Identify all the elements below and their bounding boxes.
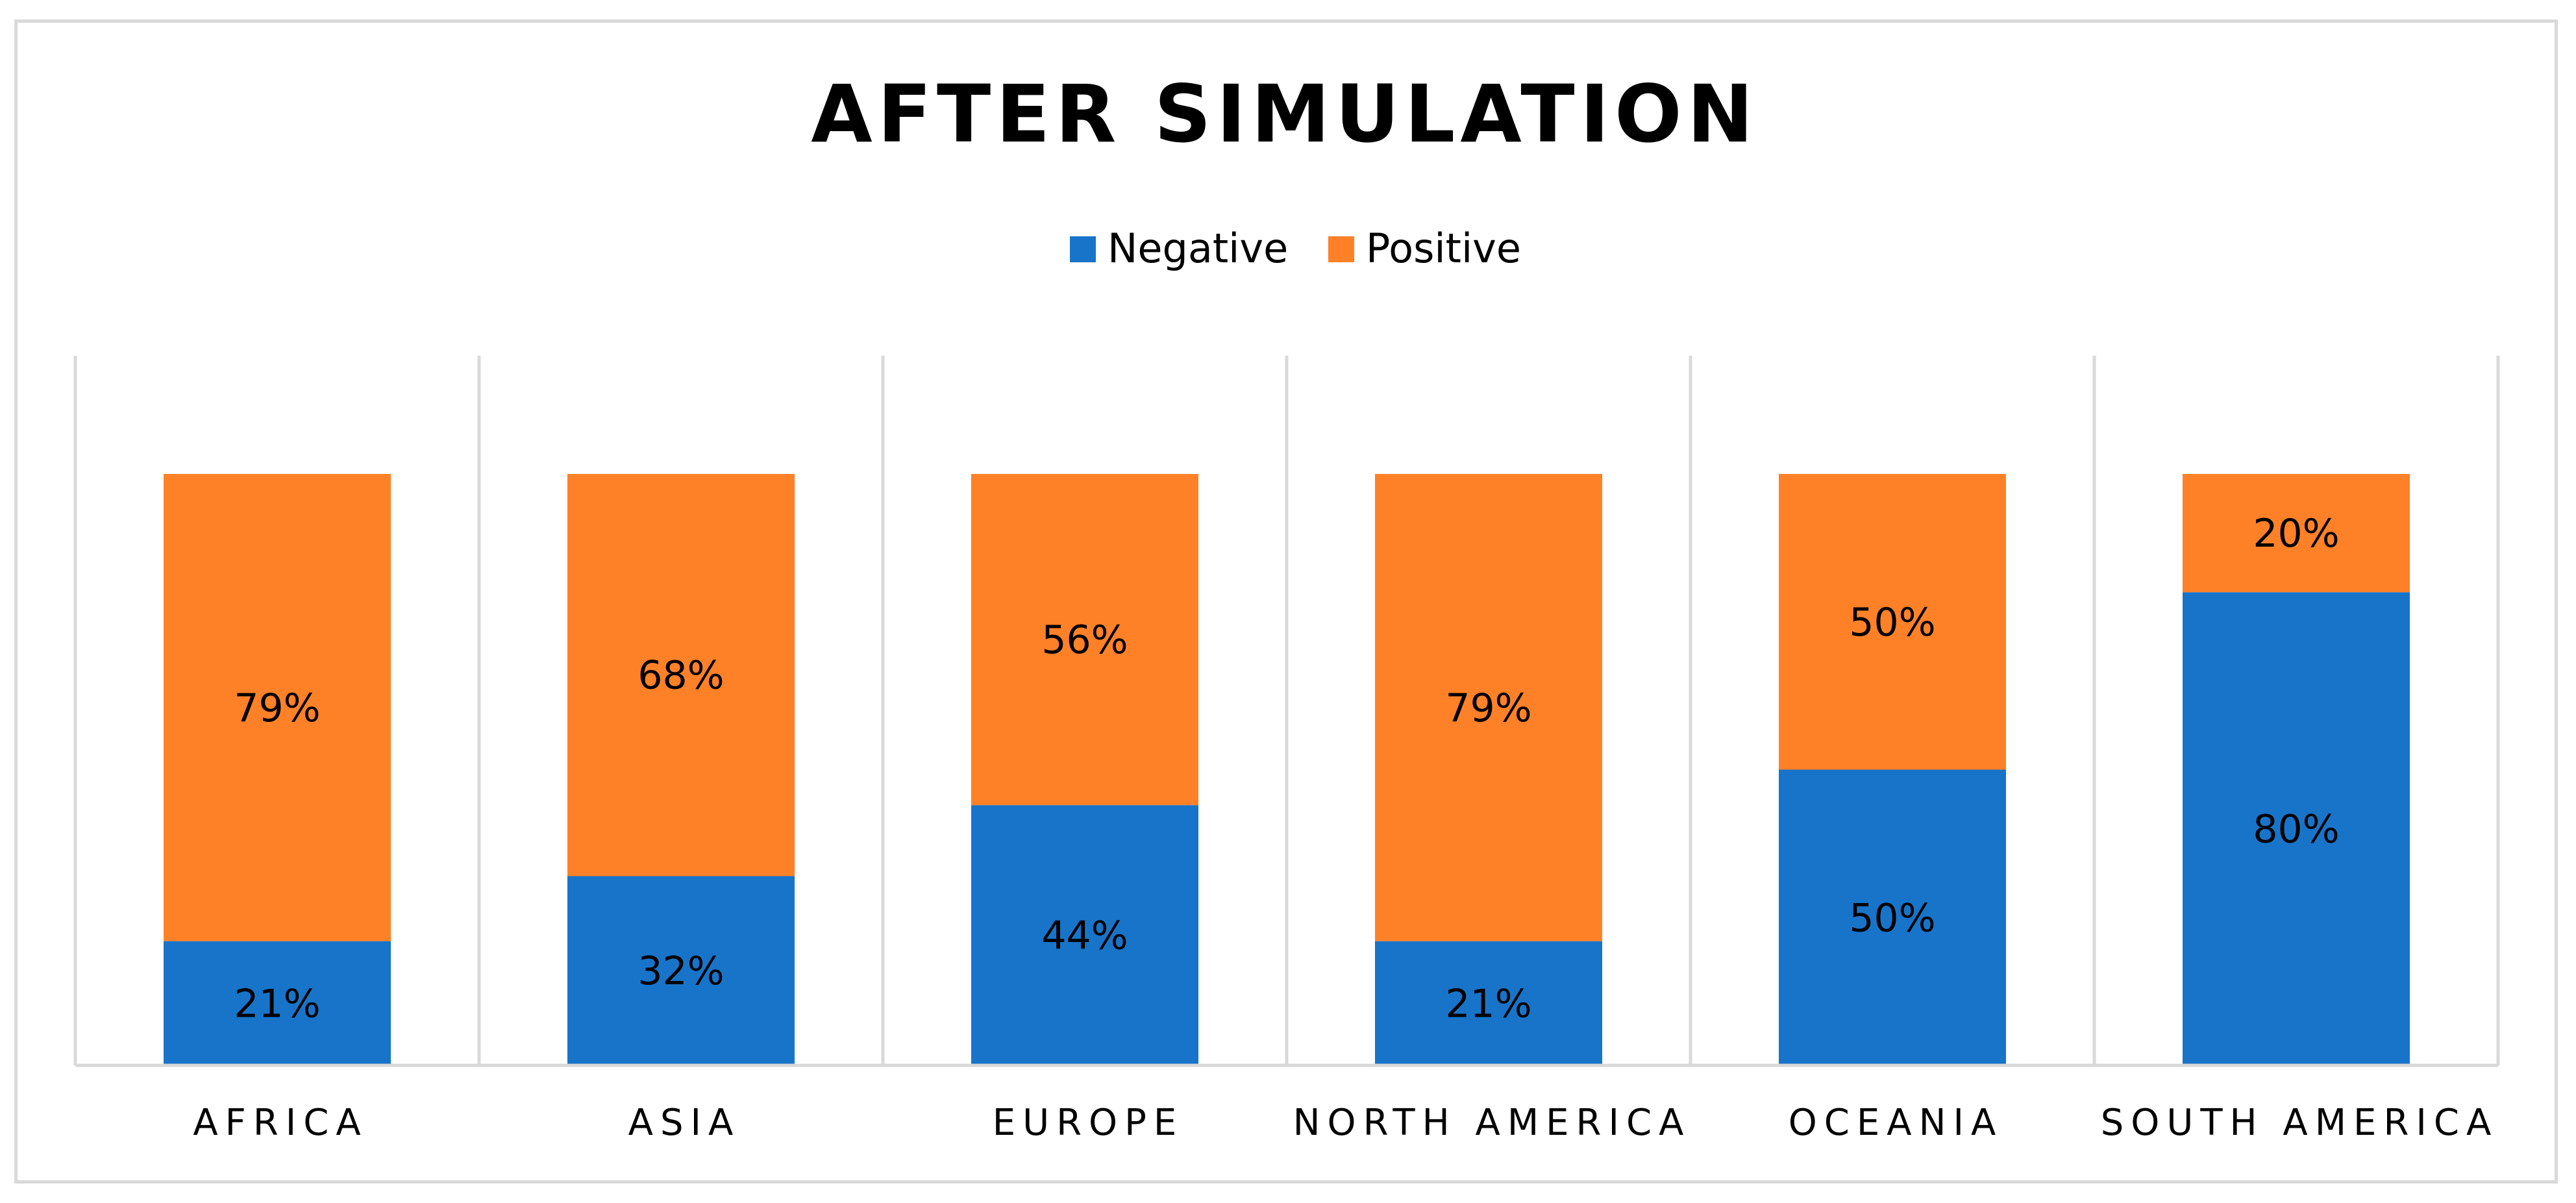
bar-positive-europe: [971, 474, 1198, 806]
data-label-negative-south-america: 80%: [2253, 807, 2339, 852]
bar-negative-africa: [164, 941, 391, 1065]
data-label-negative-asia: 32%: [638, 949, 724, 994]
chart-title: AFTER SIMULATION: [811, 68, 1759, 160]
data-label-positive-africa: 79%: [234, 686, 320, 731]
bar-negative-asia: [567, 876, 795, 1065]
bar-negative-north-america: [1375, 941, 1602, 1065]
bar-positive-oceania: [1779, 474, 2006, 770]
data-label-positive-south-america: 20%: [2253, 511, 2339, 556]
data-label-positive-europe: 56%: [1041, 617, 1128, 663]
x-tick-label: NORTH AMERICA: [1293, 1102, 1691, 1144]
bar-negative-europe: [971, 805, 1198, 1065]
x-tick-label: SOUTH AMERICA: [2101, 1102, 2499, 1144]
data-label-negative-oceania: 50%: [1849, 895, 1935, 941]
x-tick-label: EUROPE: [993, 1102, 1184, 1144]
data-label-negative-africa: 21%: [234, 981, 320, 1026]
x-tick-label: ASIA: [628, 1102, 741, 1144]
legend-label: Negative: [1108, 225, 1288, 272]
gridlines: [73, 356, 2500, 1065]
data-label-negative-europe: 44%: [1041, 913, 1128, 959]
bar-positive-africa: [164, 474, 391, 941]
legend-label: Positive: [1366, 225, 1521, 272]
legend-swatch: [1328, 236, 1354, 262]
bar-negative-oceania: [1779, 769, 2006, 1065]
bar-positive-asia: [567, 474, 795, 876]
data-labels: 21% 79% 32% 68% 44% 56% 21% 79% 50% 50% 80% 20%: [234, 511, 2339, 1026]
bars: [164, 474, 2410, 1065]
data-label-negative-north-america: 21%: [1445, 981, 1531, 1026]
legend-item-positive: Positive: [1328, 225, 1521, 272]
legend: Negative Positive: [1070, 225, 1521, 272]
x-axis: AFRICA ASIA EUROPE NORTH AMERICA OCEANIA SOUT…: [75, 1063, 2499, 1144]
legend-item-negative: Negative: [1070, 225, 1288, 272]
bar-negative-south-america: [2183, 592, 2410, 1065]
data-label-positive-oceania: 50%: [1849, 600, 1935, 645]
x-tick-label: OCEANIA: [1789, 1102, 2003, 1144]
data-label-positive-north-america: 79%: [1445, 686, 1531, 731]
x-tick-label: AFRICA: [193, 1102, 367, 1144]
bar-positive-north-america: [1375, 474, 1602, 941]
bar-positive-south-america: [2183, 474, 2410, 593]
legend-swatch: [1070, 236, 1096, 262]
data-label-positive-asia: 68%: [638, 653, 724, 699]
